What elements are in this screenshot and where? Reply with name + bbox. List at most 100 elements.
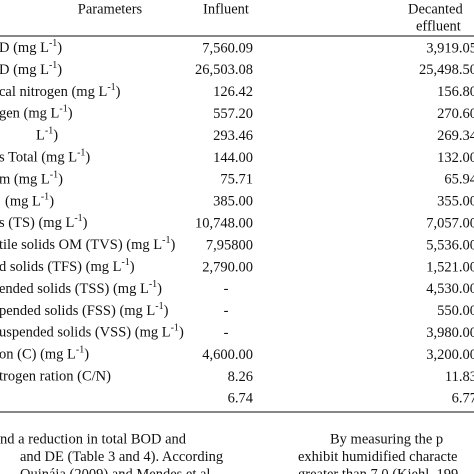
- parameter-text: D (mg L: [0, 62, 49, 78]
- parameter-cell: L-1): [36, 126, 58, 144]
- parameter-text: gen (mg L: [0, 106, 59, 122]
- unit-exponent: -1: [107, 82, 115, 93]
- influent-cell: 144.00: [213, 150, 253, 166]
- parameter-cell: pended solids (FSS) (mg L-1): [0, 301, 169, 319]
- paragraph-line: greater than 7.0 (Kiehl, 199: [298, 466, 458, 474]
- parameter-text: ): [58, 172, 63, 188]
- unit-exponent: -1: [155, 301, 163, 312]
- effluent-cell: 25,498.50: [419, 62, 474, 78]
- header-effluent: Decanted: [408, 1, 463, 17]
- effluent-cell: 5,536.00: [426, 237, 474, 253]
- parameter-text: s (TS) (mg L: [0, 216, 74, 232]
- unit-exponent: -1: [171, 323, 179, 334]
- parameter-text: ): [49, 194, 54, 210]
- paragraph-line: By measuring the p: [330, 431, 443, 447]
- parameter-text: uspended solids (VSS) (mg L: [0, 325, 171, 341]
- parameter-cell: (mg L-1): [5, 192, 54, 210]
- header-parameters: Parameters: [78, 1, 143, 17]
- influent-cell: 75.71: [220, 172, 253, 188]
- unit-exponent: -1: [74, 213, 82, 224]
- unit-exponent: -1: [41, 192, 49, 203]
- parameter-text: ended solids (TSS) (mg L: [0, 281, 149, 297]
- unit-exponent: -1: [77, 148, 85, 159]
- influent-cell: 26,503.08: [195, 62, 253, 78]
- effluent-cell: 269.34: [437, 128, 474, 144]
- influent-cell: 6.74: [228, 391, 254, 407]
- paragraph-line: Quináia (2009) and Mendes et al.: [20, 466, 214, 474]
- parameter-cell: D (mg L-1): [0, 38, 62, 56]
- parameter-text: ): [53, 128, 58, 144]
- effluent-cell: 6.77: [452, 391, 474, 407]
- parameter-text: tile solids OM (TVS) (mg L: [0, 237, 162, 253]
- unit-exponent: -1: [49, 38, 57, 49]
- parameter-cell: on (C) (mg L-1): [0, 345, 89, 363]
- parameter-cell: tile solids OM (TVS) (mg L-1): [0, 235, 175, 253]
- parameter-text: s Total (mg L: [0, 150, 77, 166]
- parameter-text: ): [57, 62, 62, 78]
- parameter-text: on (C) (mg L: [0, 347, 76, 363]
- unit-exponent: -1: [45, 126, 53, 137]
- parameter-text: ): [157, 281, 162, 297]
- effluent-cell: 4,530.00: [426, 281, 474, 297]
- parameter-text: ): [116, 84, 121, 100]
- influent-cell: 7,560.09: [202, 40, 253, 56]
- parameter-text: trogen ration (C/N): [0, 369, 111, 385]
- parameter-cell: uspended solids (VSS) (mg L-1): [0, 323, 184, 341]
- influent-cell: -: [224, 281, 229, 297]
- effluent-cell: 355.00: [437, 194, 474, 210]
- parameter-text: cal nitrogen (mg L: [0, 84, 107, 100]
- influent-cell: 385.00: [213, 194, 253, 210]
- effluent-cell: 7,057.00: [426, 216, 474, 232]
- parameter-text: d solids (TFS) (mg L: [0, 259, 121, 275]
- effluent-cell: 1,521.00: [426, 259, 474, 275]
- unit-exponent: -1: [59, 104, 67, 115]
- parameter-text: ): [84, 347, 89, 363]
- paragraph-line: exhibit humidified characte: [298, 449, 457, 465]
- paragraph-line: and DE (Table 3 and 4). According: [20, 449, 223, 465]
- parameter-cell: D (mg L-1): [0, 60, 62, 78]
- effluent-cell: 132.00: [437, 150, 474, 166]
- influent-cell: 557.20: [213, 106, 253, 122]
- influent-cell: 4,600.00: [202, 347, 253, 363]
- header-effluent: effluent: [416, 18, 461, 34]
- unit-exponent: -1: [162, 235, 170, 246]
- parameter-text: ): [68, 106, 73, 122]
- unit-exponent: -1: [76, 345, 84, 356]
- influent-cell: 126.42: [213, 84, 253, 100]
- parameter-text: ): [179, 325, 184, 341]
- parameter-text: ): [170, 237, 175, 253]
- parameter-text: L: [36, 128, 45, 144]
- effluent-cell: 3,200.00: [426, 347, 474, 363]
- parameter-cell: s (TS) (mg L-1): [0, 213, 88, 231]
- effluent-cell: 270.60: [437, 106, 474, 122]
- effluent-cell: 550.00: [437, 303, 474, 319]
- influent-cell: 10,748.00: [195, 216, 253, 232]
- unit-exponent: -1: [50, 170, 58, 181]
- influent-cell: -: [224, 303, 229, 319]
- parameter-text: ): [83, 216, 88, 232]
- parameter-text: D (mg L: [0, 40, 49, 56]
- influent-cell: 8.26: [228, 369, 253, 385]
- unit-exponent: -1: [49, 60, 57, 71]
- parameter-cell: gen (mg L-1): [0, 104, 73, 122]
- paragraph-line: nd a reduction in total BOD and: [0, 431, 187, 447]
- influent-cell: 2,790.00: [202, 259, 253, 275]
- parameter-text: (mg L: [5, 194, 41, 210]
- parameter-cell: m (mg L-1): [0, 170, 63, 188]
- effluent-cell: 11.83: [445, 369, 474, 385]
- parameter-text: ): [57, 40, 62, 56]
- parameter-text: ): [85, 150, 90, 166]
- header-influent: Influent: [203, 1, 249, 17]
- influent-cell: -: [224, 325, 229, 341]
- parameter-text: ): [130, 259, 135, 275]
- parameter-text: ): [164, 303, 169, 319]
- unit-exponent: -1: [149, 279, 157, 290]
- parameter-cell: s Total (mg L-1): [0, 148, 90, 166]
- parameter-cell: trogen ration (C/N): [0, 369, 111, 385]
- influent-cell: 293.46: [213, 128, 253, 144]
- parameter-text: pended solids (FSS) (mg L: [0, 303, 155, 319]
- effluent-cell: 3,919.05: [426, 40, 474, 56]
- parameter-cell: d solids (TFS) (mg L-1): [0, 257, 135, 275]
- effluent-cell: 156.80: [437, 84, 474, 100]
